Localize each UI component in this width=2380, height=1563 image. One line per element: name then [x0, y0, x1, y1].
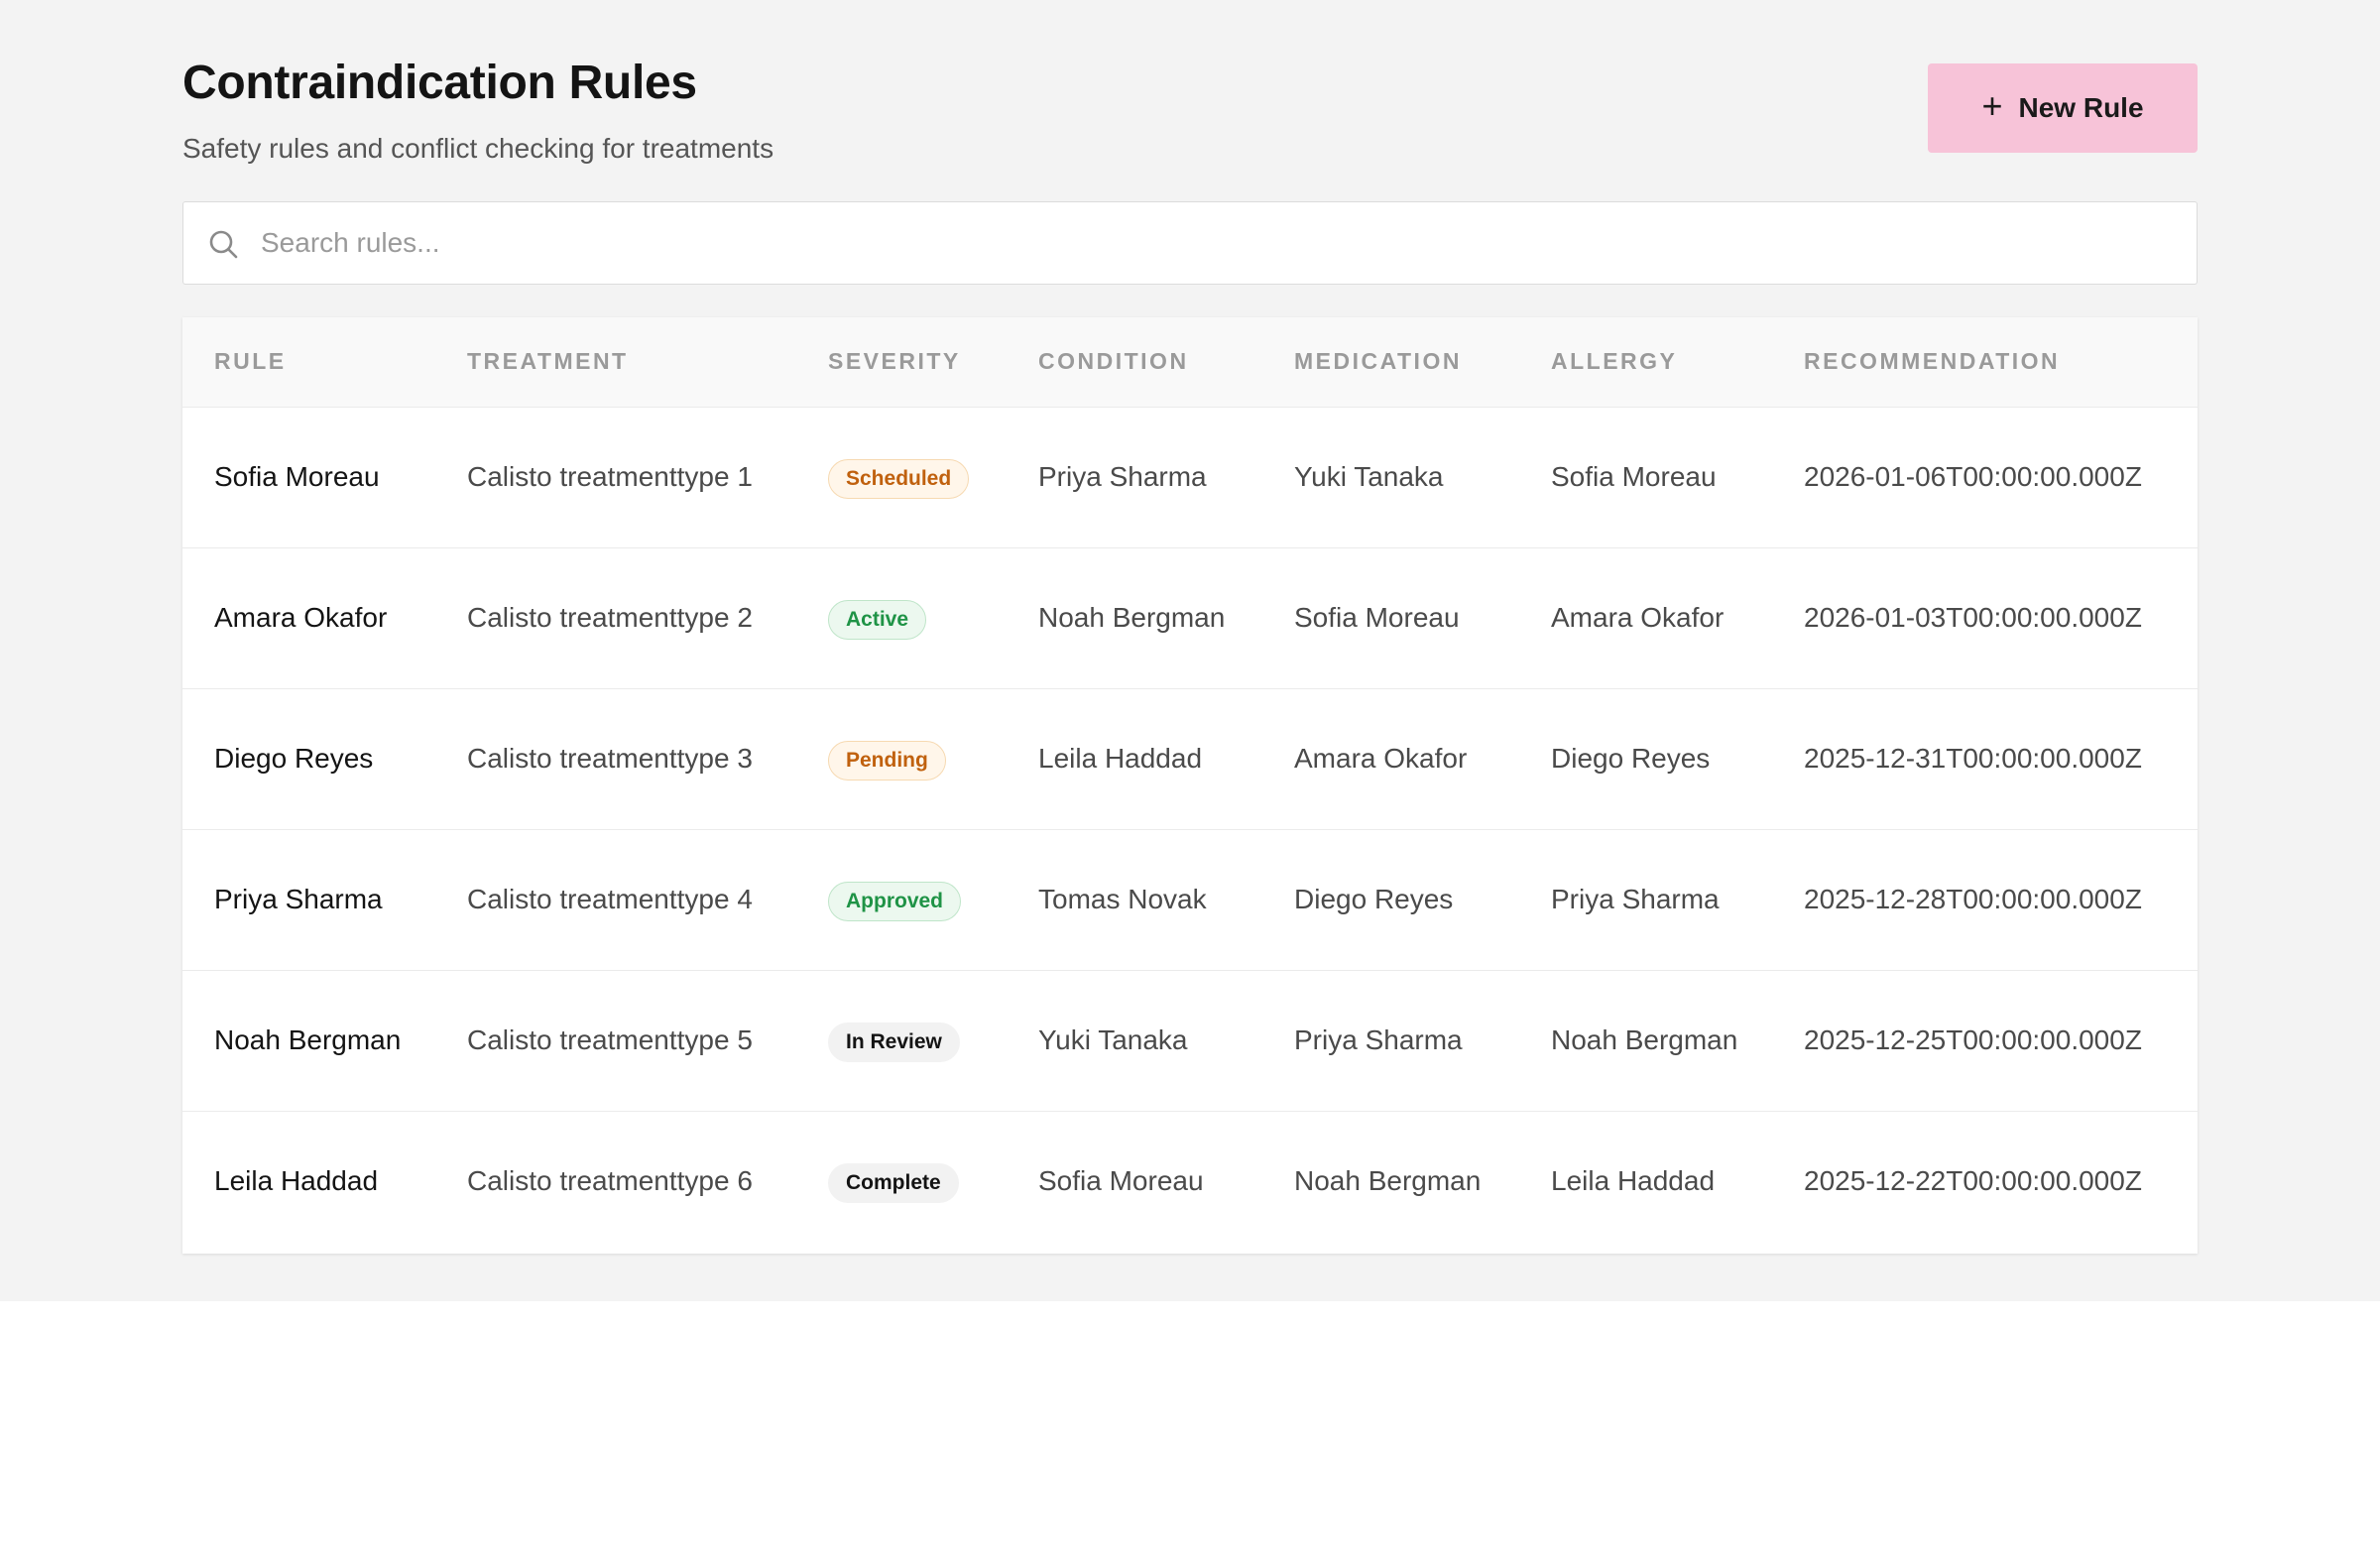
severity-cell: Active: [796, 547, 1007, 688]
page-header: Contraindication Rules Safety rules and …: [182, 54, 2198, 173]
allergy-cell: Priya Sharma: [1551, 884, 1720, 914]
allergy-cell: Amara Okafor: [1551, 602, 1725, 633]
medication-cell: Priya Sharma: [1294, 1024, 1463, 1055]
status-badge: Scheduled: [828, 459, 970, 499]
rule-cell: Diego Reyes: [214, 743, 374, 774]
column-header-rule[interactable]: RULE: [214, 348, 287, 375]
status-badge: Complete: [828, 1163, 959, 1204]
new-rule-button[interactable]: + New Rule: [1928, 63, 2198, 153]
table-row[interactable]: Amara Okafor Calisto treatmenttype 2 Act…: [182, 547, 2198, 688]
status-badge: In Review: [828, 1022, 960, 1062]
medication-cell: Amara Okafor: [1294, 743, 1468, 774]
column-header-recommendation[interactable]: RECOMMENDATION: [1804, 348, 2061, 375]
medication-cell: Yuki Tanaka: [1294, 461, 1444, 492]
status-badge: Active: [828, 600, 927, 640]
status-badge: Approved: [828, 882, 962, 921]
severity-cell: Approved: [796, 829, 1007, 970]
medication-cell: Noah Bergman: [1294, 1165, 1482, 1197]
table-row[interactable]: Priya Sharma Calisto treatmenttype 4 App…: [182, 829, 2198, 970]
recommendation-cell: 2026-01-06T00:00:00.000Z: [1804, 461, 2142, 492]
rule-cell: Leila Haddad: [214, 1165, 379, 1197]
search-icon: [209, 230, 238, 259]
recommendation-cell: 2025-12-28T00:00:00.000Z: [1804, 884, 2142, 914]
rules-table: RULE TREATMENT SEVERITY CONDITION MEDICA…: [182, 317, 2198, 1252]
table-row[interactable]: Leila Haddad Calisto treatmenttype 6 Com…: [182, 1111, 2198, 1252]
rule-cell: Sofia Moreau: [214, 461, 380, 492]
condition-cell: Leila Haddad: [1038, 743, 1203, 774]
recommendation-cell: 2026-01-03T00:00:00.000Z: [1804, 602, 2142, 633]
treatment-cell: Calisto treatmenttype 6: [467, 1165, 753, 1197]
rules-table-card: RULE TREATMENT SEVERITY CONDITION MEDICA…: [182, 317, 2198, 1254]
treatment-cell: Calisto treatmenttype 2: [467, 602, 753, 633]
allergy-cell: Noah Bergman: [1551, 1024, 1738, 1055]
new-rule-button-label: New Rule: [2018, 92, 2144, 123]
search-box[interactable]: [182, 201, 2198, 285]
treatment-cell: Calisto treatmenttype 3: [467, 743, 753, 774]
rule-cell: Amara Okafor: [214, 602, 388, 633]
recommendation-cell: 2025-12-22T00:00:00.000Z: [1804, 1165, 2142, 1197]
severity-cell: Complete: [796, 1111, 1007, 1252]
allergy-cell: Leila Haddad: [1551, 1165, 1716, 1197]
column-header-severity[interactable]: SEVERITY: [828, 348, 961, 375]
condition-cell: Tomas Novak: [1038, 884, 1207, 914]
column-header-medication[interactable]: MEDICATION: [1294, 348, 1462, 375]
table-header-row: RULE TREATMENT SEVERITY CONDITION MEDICA…: [182, 317, 2198, 407]
column-header-treatment[interactable]: TREATMENT: [467, 348, 629, 375]
allergy-cell: Diego Reyes: [1551, 743, 1711, 774]
condition-cell: Noah Bergman: [1038, 602, 1226, 633]
rule-cell: Priya Sharma: [214, 884, 383, 914]
table-row[interactable]: Sofia Moreau Calisto treatmenttype 1 Sch…: [182, 407, 2198, 547]
search-input[interactable]: [261, 202, 2165, 284]
page-title: Contraindication Rules: [182, 57, 697, 109]
page-subtitle: Safety rules and conflict checking for t…: [182, 133, 774, 164]
allergy-cell: Sofia Moreau: [1551, 461, 1717, 492]
plus-icon: +: [1981, 85, 2003, 126]
severity-cell: In Review: [796, 970, 1007, 1111]
condition-cell: Yuki Tanaka: [1038, 1024, 1188, 1055]
medication-cell: Diego Reyes: [1294, 884, 1454, 914]
condition-cell: Sofia Moreau: [1038, 1165, 1204, 1197]
status-badge: Pending: [828, 741, 946, 781]
severity-cell: Pending: [796, 688, 1007, 829]
table-row[interactable]: Noah Bergman Calisto treatmenttype 5 In …: [182, 970, 2198, 1111]
treatment-cell: Calisto treatmenttype 1: [467, 461, 753, 492]
recommendation-cell: 2025-12-25T00:00:00.000Z: [1804, 1024, 2142, 1055]
severity-cell: Scheduled: [796, 407, 1007, 547]
table-row[interactable]: Diego Reyes Calisto treatmenttype 3 Pend…: [182, 688, 2198, 829]
condition-cell: Priya Sharma: [1038, 461, 1207, 492]
recommendation-cell: 2025-12-31T00:00:00.000Z: [1804, 743, 2142, 774]
medication-cell: Sofia Moreau: [1294, 602, 1460, 633]
column-header-condition[interactable]: CONDITION: [1038, 348, 1189, 375]
treatment-cell: Calisto treatmenttype 5: [467, 1024, 753, 1055]
treatment-cell: Calisto treatmenttype 4: [467, 884, 753, 914]
rule-cell: Noah Bergman: [214, 1024, 402, 1055]
column-header-allergy[interactable]: ALLERGY: [1551, 348, 1678, 375]
